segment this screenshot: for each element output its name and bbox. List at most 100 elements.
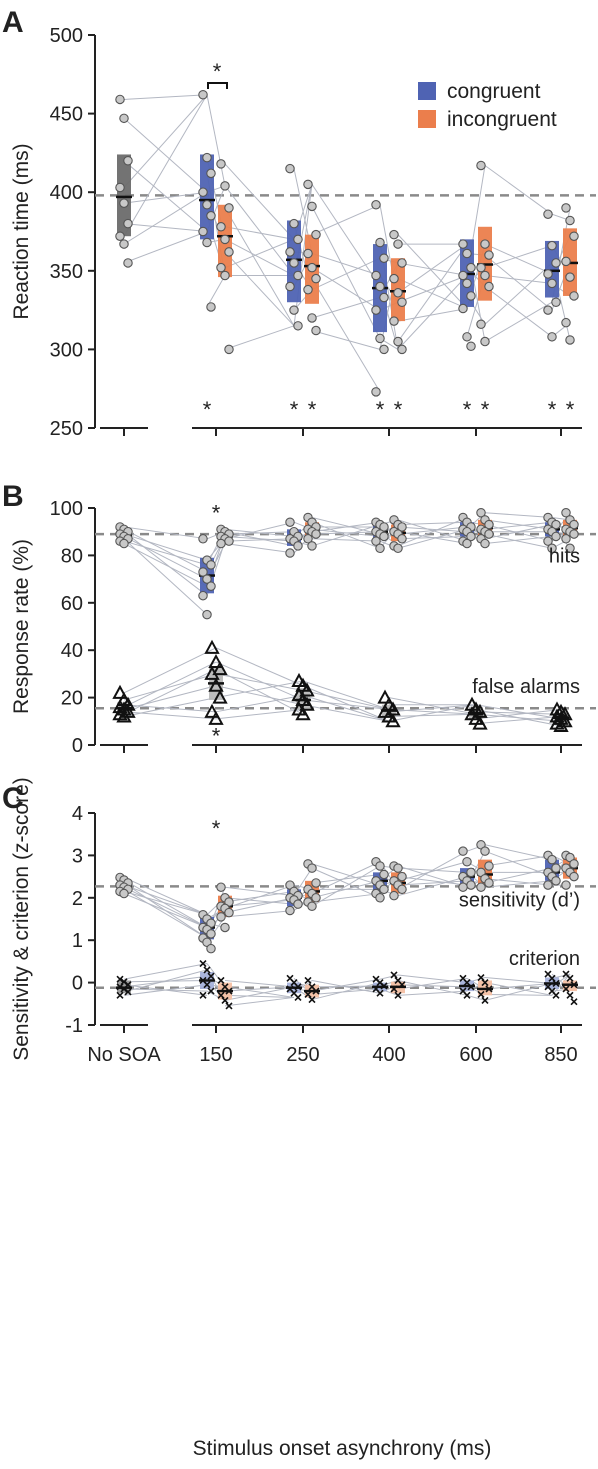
subject-point [119, 198, 129, 208]
subject-point [458, 239, 468, 249]
subject-point [551, 297, 561, 307]
subject-line [397, 517, 468, 547]
subject-point [484, 519, 494, 530]
subject-line [123, 661, 217, 708]
subject-line [123, 535, 208, 580]
y-tick-label: 250 [50, 418, 83, 440]
subject-point [119, 113, 129, 124]
subject-point [220, 922, 230, 933]
subject-point [115, 94, 125, 105]
criterion-point [294, 993, 302, 1002]
subject-line [484, 977, 553, 984]
subject-point [303, 179, 313, 190]
subject-line [224, 238, 295, 269]
subject-line [302, 694, 390, 722]
subject-line [475, 711, 562, 715]
subject-line [397, 850, 468, 890]
criterion-point [207, 972, 215, 980]
x-tick-label: No SOA [87, 1044, 161, 1066]
subject-point [371, 305, 381, 315]
subject-point [371, 536, 381, 546]
subject-point [224, 247, 234, 257]
criterion-point [116, 983, 124, 991]
subject-line [311, 985, 381, 988]
subject-line [224, 185, 295, 276]
subject-line [123, 191, 208, 204]
subject-line [397, 990, 468, 996]
criterion-point [570, 981, 578, 989]
subject-point [206, 929, 216, 939]
subject-line [311, 521, 381, 533]
y-axis-label: Sensitivity & criterion (z-score) [10, 777, 33, 1061]
subject-point [569, 231, 579, 241]
panel-a: A 250 300 350 400 450 500 Reaction time (ms) * * *… [2, 6, 596, 440]
significance-star: * [203, 397, 212, 422]
subject-line [123, 884, 208, 916]
subject-line [123, 697, 217, 718]
subject-line [397, 275, 468, 350]
subject-point [466, 262, 476, 273]
fa-point [299, 682, 315, 697]
subject-point [202, 574, 212, 584]
subject-point [307, 313, 317, 323]
subject-point [565, 543, 575, 554]
subject-point [293, 234, 303, 245]
y-tick-label: 500 [50, 25, 83, 47]
subject-line [224, 207, 295, 327]
subject-point [115, 231, 125, 241]
subject-point [375, 543, 385, 554]
subject-line [215, 708, 304, 720]
subject-point [551, 519, 561, 530]
criterion-point [116, 991, 124, 999]
subject-point [397, 344, 407, 355]
subject-line [484, 275, 553, 284]
subject-point [371, 200, 381, 210]
subject-point [476, 319, 486, 329]
subject-line [224, 535, 295, 542]
subject-line [224, 899, 295, 907]
subject-line [224, 986, 295, 998]
subject-point [198, 89, 208, 100]
criterion-point [116, 975, 124, 983]
subject-line [397, 977, 468, 990]
criterion-point [566, 991, 574, 999]
subject-line [224, 251, 295, 327]
y-tick-label: 100 [50, 498, 83, 520]
subject-line [123, 526, 208, 540]
subject-point [480, 239, 490, 249]
subject-point [543, 880, 553, 890]
subject-line [302, 690, 390, 710]
subject-line [311, 880, 381, 899]
subject-point [476, 507, 486, 518]
subject-line [302, 685, 390, 722]
y-tick-label: 40 [61, 640, 83, 662]
subject-line [123, 191, 208, 245]
subject-point [458, 270, 468, 281]
subject-point [202, 609, 212, 620]
subject-point [375, 861, 385, 871]
x-tick-label: 250 [286, 1044, 319, 1066]
subject-point [206, 302, 216, 312]
subject-point [389, 890, 399, 901]
subject-point [375, 237, 385, 248]
subject-point [397, 884, 407, 895]
subject-point [561, 203, 571, 213]
x-tick-label: 150 [199, 1044, 232, 1066]
criterion-point [390, 971, 398, 979]
subject-point [220, 234, 230, 245]
subject-point [393, 336, 403, 347]
subject-line [123, 963, 208, 980]
criterion-point [485, 985, 493, 993]
subject-line [123, 531, 208, 597]
subject-point [547, 854, 557, 865]
criterion-point [477, 990, 485, 999]
subject-line [224, 163, 295, 240]
subject-line [224, 226, 295, 240]
annotation-label: hits [549, 546, 580, 568]
subject-line [123, 969, 208, 993]
criterion-point [203, 981, 211, 989]
iqr-box [200, 154, 214, 240]
subject-line [302, 699, 390, 710]
subject-point [458, 882, 468, 892]
y-axis-label: Reaction time (ms) [10, 143, 33, 319]
